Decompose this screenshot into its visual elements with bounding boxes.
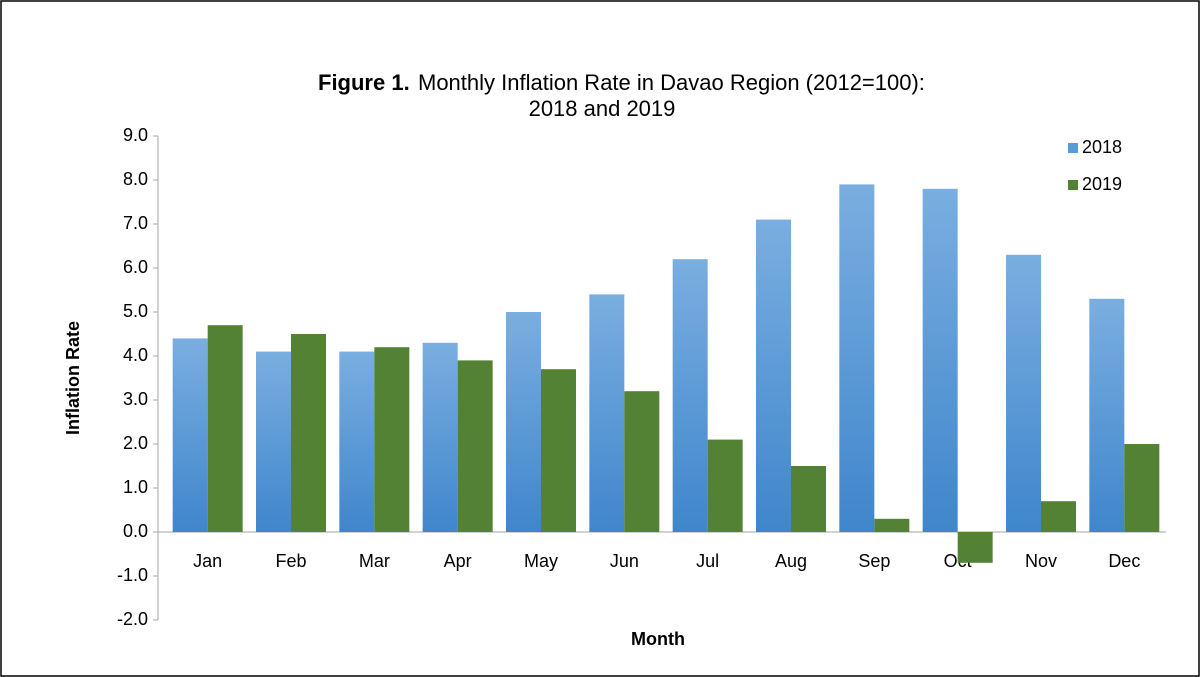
legend-label: 2018	[1082, 137, 1122, 157]
y-axis-label: Inflation Rate	[63, 321, 83, 435]
bar	[172, 338, 208, 532]
bar	[624, 391, 660, 532]
bar	[1124, 444, 1160, 532]
bar	[422, 342, 458, 532]
x-tick-label: May	[524, 551, 558, 571]
y-tick-label: 9.0	[123, 125, 148, 145]
bar	[957, 532, 993, 563]
bar	[207, 325, 243, 532]
y-tick-label: 8.0	[123, 169, 148, 189]
y-tick-label: 7.0	[123, 213, 148, 233]
bar	[874, 518, 910, 532]
bar	[589, 294, 625, 532]
x-axis-label: Month	[631, 629, 685, 649]
x-tick-label: Sep	[858, 551, 890, 571]
legend-label: 2019	[1082, 174, 1122, 194]
bar	[374, 347, 410, 532]
chart-title: 2018 and 2019	[529, 96, 676, 121]
bar	[291, 334, 326, 532]
y-tick-label: 6.0	[123, 257, 148, 277]
bar	[1041, 501, 1076, 532]
x-tick-label: Mar	[359, 551, 390, 571]
y-tick-label: -1.0	[117, 565, 148, 585]
bar	[1006, 254, 1041, 533]
x-tick-label: Dec	[1108, 551, 1140, 571]
legend-swatch	[1068, 143, 1078, 153]
x-tick-label: Jun	[610, 551, 639, 571]
y-tick-label: 2.0	[123, 433, 148, 453]
y-tick-label: 3.0	[123, 389, 148, 409]
y-tick-label: 0.0	[123, 521, 148, 541]
bar	[339, 351, 375, 532]
y-tick-label: 1.0	[123, 477, 148, 497]
y-tick-label: 5.0	[123, 301, 148, 321]
bar	[756, 219, 791, 532]
bar	[707, 439, 743, 532]
bar	[541, 369, 576, 532]
x-tick-label: Apr	[444, 551, 472, 571]
bar	[506, 312, 541, 532]
chart-title-label: Figure 1.	[318, 70, 410, 95]
y-tick-label: 4.0	[123, 345, 148, 365]
x-tick-label: Nov	[1025, 551, 1057, 571]
bar	[457, 360, 493, 532]
x-tick-label: Feb	[275, 551, 306, 571]
bar	[1089, 298, 1125, 532]
bar	[672, 259, 708, 532]
y-tick-label: -2.0	[117, 609, 148, 629]
bar	[256, 351, 291, 532]
x-tick-label: Jan	[193, 551, 222, 571]
bar	[839, 184, 875, 532]
chart-title: Monthly Inflation Rate in Davao Region (…	[418, 70, 925, 95]
x-tick-label: Aug	[775, 551, 807, 571]
legend-swatch	[1068, 180, 1078, 190]
x-tick-label: Jul	[696, 551, 719, 571]
bar	[791, 466, 826, 532]
bar	[922, 188, 958, 533]
